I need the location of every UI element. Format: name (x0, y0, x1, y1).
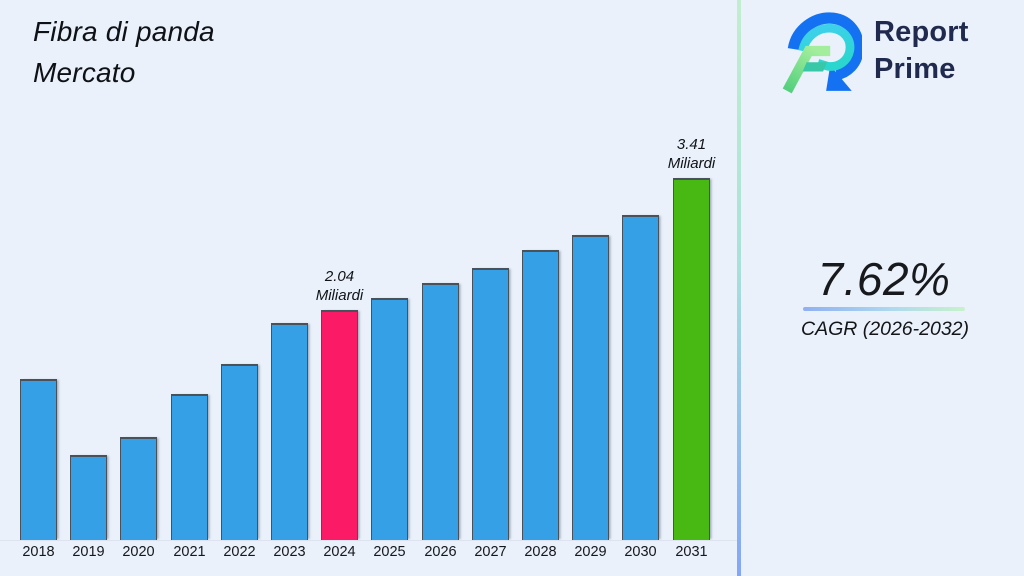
bar-2030 (622, 215, 659, 540)
year-label-2031: 2031 (675, 544, 708, 560)
year-label-2024: 2024 (323, 544, 356, 560)
cagr-value: 7.62% (817, 253, 951, 305)
chart-panel: Fibra di panda Mercato 2018 2019 2020 2021 2… (0, 16, 737, 560)
year-label-2026: 2026 (424, 544, 457, 560)
bar-2028 (522, 250, 559, 540)
year-label-2019: 2019 (72, 544, 105, 560)
bar-2023 (271, 323, 308, 540)
bar-value-label-2031: 3.41 Miliardi (667, 136, 716, 172)
bar-2025 (371, 298, 408, 540)
logo-text: Report Prime (874, 14, 969, 88)
bar-2024 (321, 310, 358, 540)
bar-2021 (171, 394, 208, 540)
year-label-2030: 2030 (624, 544, 657, 560)
bar-2026 (422, 283, 459, 540)
year-label-2023: 2023 (273, 544, 306, 560)
year-label-2021: 2021 (173, 544, 206, 560)
cagr-block: 7.62% CAGR (2026-2032) (801, 253, 969, 341)
cagr-underline-decoration (803, 307, 965, 311)
bar-2019 (70, 455, 107, 540)
year-label-2028: 2028 (524, 544, 557, 560)
year-label-2022: 2022 (223, 544, 256, 560)
logo-text-line2: Prime (874, 53, 956, 85)
bar-2020 (120, 437, 157, 540)
year-label-2025: 2025 (373, 544, 406, 560)
year-label-2018: 2018 (22, 544, 55, 560)
cagr-caption: CAGR (2026-2032) (801, 317, 969, 340)
bar-2022 (221, 364, 258, 540)
bar-2027 (472, 268, 509, 540)
bar-2018 (20, 379, 57, 540)
report-prime-logo-icon (782, 12, 862, 94)
year-label-2020: 2020 (122, 544, 155, 560)
x-axis-line (0, 540, 737, 541)
panel-divider (737, 0, 741, 576)
page-title: Fibra di panda Mercato (33, 16, 215, 88)
year-label-2029: 2029 (574, 544, 607, 560)
year-label-2027: 2027 (474, 544, 507, 560)
bar-2031 (673, 178, 710, 540)
summary-panel: Report Prime 7.62% CAGR (2026-2032) (741, 0, 1024, 576)
bar-2029 (572, 235, 609, 540)
report-prime-logo: Report Prime (780, 8, 969, 94)
bar-value-label-2024: 2.04 Miliardi (315, 268, 364, 304)
logo-text-line1: Report (874, 16, 969, 48)
